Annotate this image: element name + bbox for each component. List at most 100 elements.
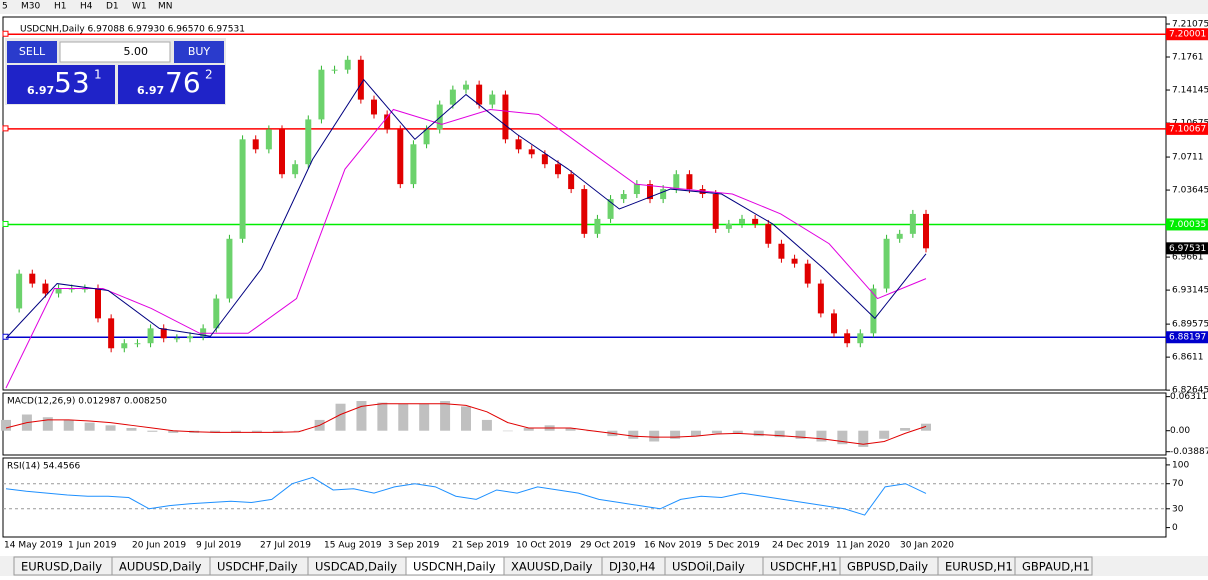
price-tick-label: 7.03645 [1172,186,1208,196]
tab-label[interactable]: XAUUSD,Daily [511,560,593,574]
price-tick-label: 6.8611 [1172,353,1204,363]
macd-bar [398,403,409,431]
timeframe-button[interactable]: MN [158,2,173,12]
timeframe-button[interactable]: M30 [21,2,40,12]
timeframe-button[interactable]: W1 [132,2,147,12]
rsi-tick-label: 0 [1172,523,1178,533]
candle [173,338,180,340]
candle [752,218,759,224]
candle [213,298,220,329]
price-tick-label: 6.93145 [1172,286,1208,296]
macd-bar [126,428,137,431]
sell-digits: 53 [54,66,90,99]
candle [423,129,430,145]
date-label: 5 Dec 2019 [708,541,760,551]
candle [515,139,522,150]
candle [410,144,417,185]
date-label: 24 Dec 2019 [772,541,830,551]
sell-price-box[interactable] [7,65,115,104]
buy-label[interactable]: BUY [188,45,211,58]
candle [187,336,193,339]
candle [765,223,772,244]
tab-label[interactable]: EURUSD,H1 [945,560,1013,574]
timeframe-button[interactable]: H1 [54,2,67,12]
macd-bar [461,406,471,431]
tab-label[interactable]: USDCHF,Daily [217,560,298,574]
macd-bar [419,403,430,431]
sell-sup: 1 [94,68,102,82]
price-tick-label: 7.14145 [1172,86,1208,96]
date-label: 29 Oct 2019 [580,541,636,551]
tab-label[interactable]: AUDUSD,Daily [119,560,202,574]
candle [397,129,404,185]
tab-label[interactable]: USDOil,Daily [672,560,745,574]
candle [95,288,101,319]
candle [883,238,890,289]
sell-button[interactable] [7,41,57,63]
candle [160,328,167,339]
timeframe-button[interactable]: H4 [80,2,93,12]
date-label: 11 Jan 2020 [836,541,890,551]
tab-label[interactable]: GBPUSD,Daily [847,560,928,574]
macd-bar [272,430,283,433]
buy-sup: 2 [205,68,213,82]
tab[interactable] [1014,556,1093,576]
candle [134,343,141,345]
tab-label[interactable]: USDCHF,H1 [770,560,837,574]
buy-button[interactable] [174,41,224,63]
candle [476,84,483,105]
macd-bar [356,401,367,431]
level-anchor [2,125,9,132]
candle [318,69,325,120]
date-label: 1 Jun 2019 [68,541,117,551]
candle [778,243,785,259]
volume-input[interactable] [59,41,171,63]
macd-panel [2,392,1167,456]
level-label: 6.88197 [1169,333,1206,343]
macd-bar [1,419,11,431]
current-price: 6.97531 [1169,244,1206,254]
tab-label[interactable]: USDCAD,Daily [315,560,397,574]
candle [620,194,627,200]
timeframe-button[interactable]: 5 [2,2,8,12]
rsi-tick-label: 100 [1172,460,1189,470]
candle [502,94,509,140]
tab-label[interactable]: USDCNH,Daily [413,560,496,574]
date-label: 10 Oct 2019 [516,541,572,551]
date-label: 21 Sep 2019 [452,541,509,551]
level-tag [1166,122,1208,135]
level-label: 7.00035 [1169,220,1206,230]
buy-price-box[interactable] [118,65,225,104]
sell-big: 6.97 [27,84,54,97]
tab-label[interactable]: GBPAUD,H1 [1022,560,1090,574]
macd-bar [377,402,388,431]
date-label: 20 Jun 2019 [132,541,186,551]
candle [226,238,233,299]
candle [252,139,259,150]
sell-label[interactable]: SELL [19,45,46,58]
tab-label[interactable]: DJ30,H4 [609,560,656,574]
macd-bar [293,430,304,432]
macd-bar [691,430,701,437]
candle [489,94,496,105]
candle [699,189,706,195]
macd-bar [858,430,869,447]
rsi-tick-label: 30 [1172,504,1184,514]
macd-bar [921,423,931,431]
tab-label[interactable]: EURUSD,Daily [21,560,102,574]
macd-label: MACD(12,26,9) 0.012987 0.008250 [7,397,167,407]
date-label: 16 Nov 2019 [644,541,702,551]
volume-value[interactable]: 5.00 [124,45,149,58]
candle [147,328,154,344]
candle [568,174,575,190]
timeframe-button[interactable]: D1 [106,2,119,12]
level-label: 7.10067 [1169,124,1206,134]
candle [305,119,312,165]
level-tag [1166,28,1208,41]
date-label: 3 Sep 2019 [388,541,440,551]
macd-bar [837,430,848,445]
candle [686,174,693,190]
macd-bar [670,430,681,439]
level-label: 7.20001 [1169,30,1206,40]
macd-bar [649,430,660,442]
